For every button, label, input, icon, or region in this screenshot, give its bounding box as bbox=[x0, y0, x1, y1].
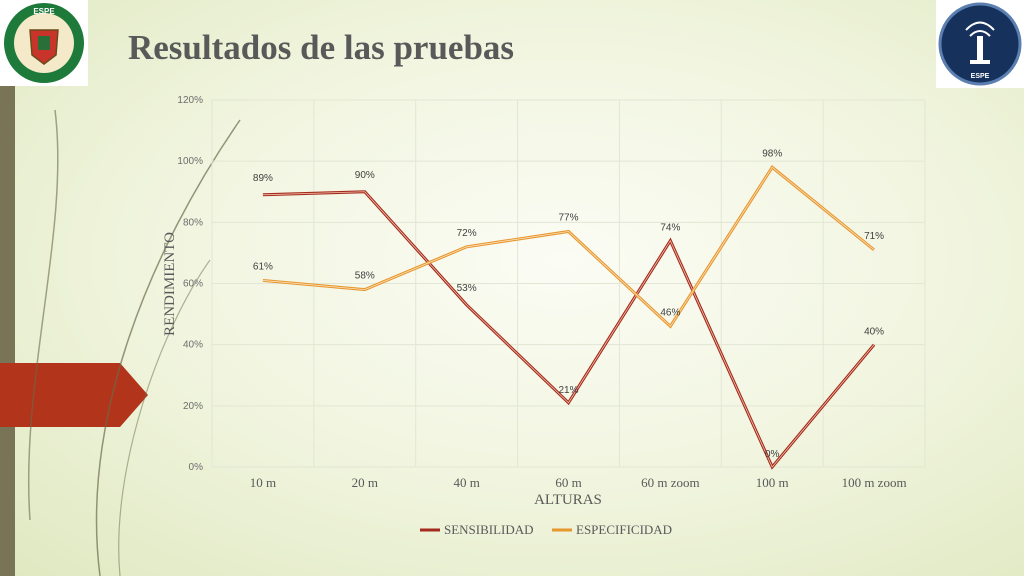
y-axis-label: RENDIMIENTO bbox=[162, 232, 178, 336]
x-axis-label: ALTURAS bbox=[534, 492, 602, 508]
data-label: 72% bbox=[457, 228, 477, 239]
data-label: 98% bbox=[762, 148, 782, 159]
data-label: 71% bbox=[864, 231, 884, 242]
x-tick-label: 40 m bbox=[453, 475, 479, 490]
data-labels: 89% 90% 53% 21% 74% 0% 40% 61% 58% 72% 77% 46% 98% 71… bbox=[253, 148, 884, 460]
y-tick-label: 0% bbox=[189, 462, 204, 473]
espe-logo-right: ESPE bbox=[936, 0, 1024, 88]
espe-logo-left: ESPE bbox=[0, 0, 88, 86]
logo-left-label: ESPE bbox=[33, 7, 55, 16]
series-line-highlight bbox=[262, 166, 875, 327]
decorative-curves bbox=[27, 109, 241, 576]
chart-legend: SENSIBILIDAD ESPECIFICIDAD bbox=[420, 522, 672, 537]
y-tick-label: 100% bbox=[177, 156, 203, 167]
data-label: 74% bbox=[660, 223, 680, 234]
y-tick-label: 20% bbox=[183, 401, 203, 412]
legend-label: SENSIBILIDAD bbox=[444, 522, 534, 537]
data-label: 89% bbox=[253, 173, 273, 184]
x-tick-label: 20 m bbox=[352, 475, 378, 490]
data-label: 53% bbox=[457, 283, 477, 294]
data-label: 90% bbox=[355, 170, 375, 181]
left-accent-strip bbox=[0, 85, 15, 576]
x-tick-label: 100 m zoom bbox=[842, 475, 907, 490]
x-tick-label: 100 m bbox=[756, 475, 789, 490]
y-tick-label: 40% bbox=[183, 340, 203, 351]
data-label: 61% bbox=[253, 261, 273, 272]
data-label: 0% bbox=[765, 449, 780, 460]
chart-series bbox=[262, 165, 876, 470]
y-tick-label: 60% bbox=[183, 279, 203, 290]
data-label: 21% bbox=[558, 385, 578, 396]
x-axis-ticks: 10 m 20 m 40 m 60 m 60 m zoom 100 m 100 m zoom bbox=[250, 475, 907, 490]
y-axis-ticks: 0% 20% 40% 60% 80% 100% 120% bbox=[177, 95, 203, 473]
data-label: 77% bbox=[558, 213, 578, 224]
slide-title: Resultados de las pruebas bbox=[128, 28, 515, 67]
data-label: 58% bbox=[355, 271, 375, 282]
red-accent-tab bbox=[0, 363, 148, 427]
data-label: 46% bbox=[660, 307, 680, 318]
x-tick-label: 60 m zoom bbox=[641, 475, 700, 490]
y-tick-label: 80% bbox=[183, 217, 203, 228]
y-tick-label: 120% bbox=[177, 95, 203, 106]
data-label: 40% bbox=[864, 327, 884, 338]
legend-label: ESPECIFICIDAD bbox=[576, 522, 672, 537]
series-line-highlight bbox=[262, 191, 875, 468]
chart-grid bbox=[211, 99, 926, 468]
logo-right-label: ESPE bbox=[971, 73, 990, 80]
x-tick-label: 60 m bbox=[555, 475, 581, 490]
x-tick-label: 10 m bbox=[250, 475, 276, 490]
